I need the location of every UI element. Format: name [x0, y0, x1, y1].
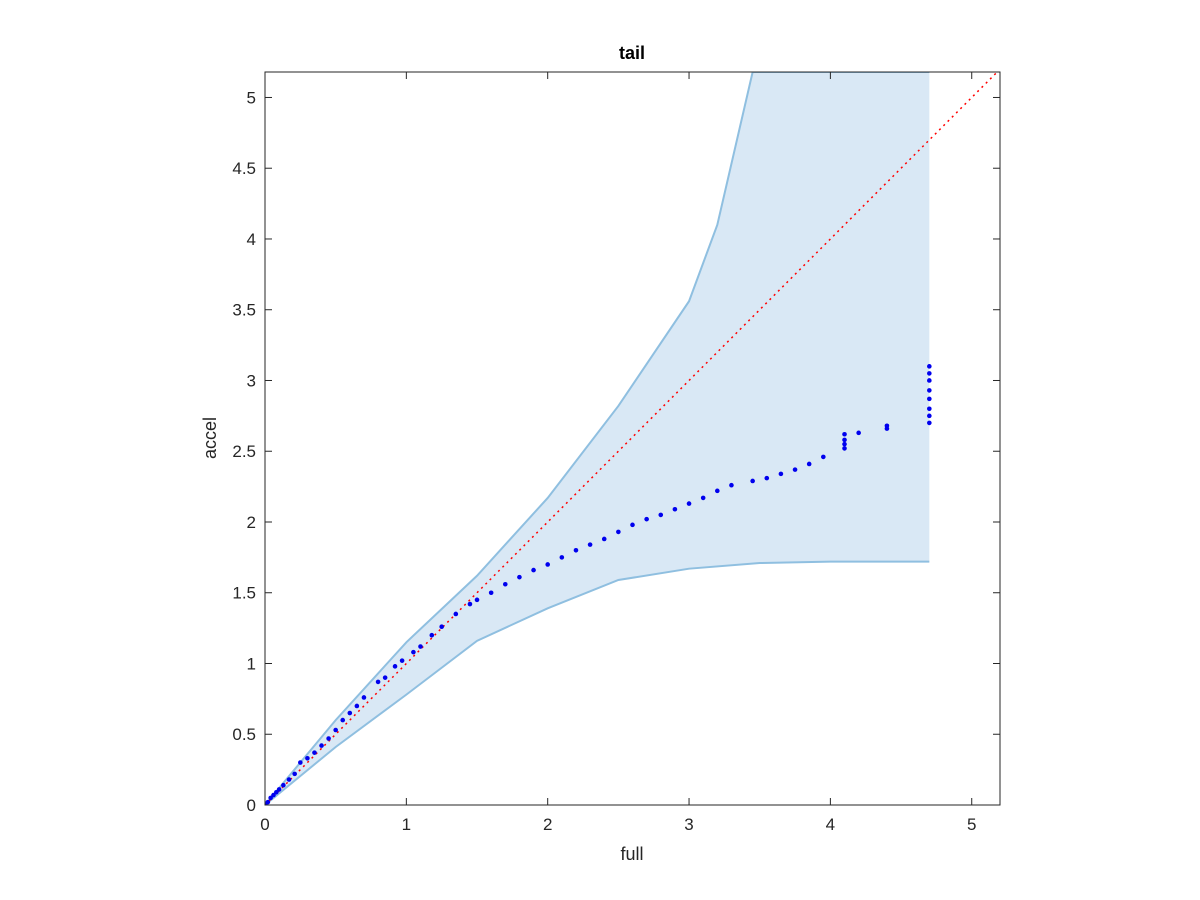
point: [429, 632, 435, 638]
point: [856, 430, 861, 436]
point: [927, 413, 932, 419]
point: [842, 441, 847, 447]
point: [312, 750, 317, 755]
point: [729, 482, 734, 488]
point: [517, 574, 522, 580]
point: [265, 802, 268, 805]
point: [686, 501, 692, 506]
y-tick-label: 3.5: [232, 301, 256, 320]
point: [531, 567, 536, 573]
y-tick-label: 1: [247, 654, 256, 673]
point: [333, 727, 338, 733]
point: [375, 679, 381, 685]
band-upper: [265, 72, 930, 805]
x-tick-label: 2: [543, 815, 552, 834]
point: [842, 431, 847, 437]
x-tick-label: 0: [260, 815, 269, 834]
point: [382, 675, 388, 680]
point: [467, 601, 473, 607]
confidence-band: [265, 72, 930, 805]
point: [411, 649, 416, 655]
point: [361, 695, 367, 700]
point: [630, 522, 635, 528]
point: [573, 547, 579, 553]
point: [474, 597, 480, 603]
point: [502, 581, 508, 587]
x-axis-label: full: [620, 844, 643, 864]
point: [292, 771, 297, 777]
point: [927, 371, 932, 376]
y-tick-label: 4: [247, 230, 256, 249]
point: [559, 555, 565, 560]
point: [392, 664, 398, 669]
y-tick-label: 4.5: [232, 159, 256, 178]
point: [319, 743, 324, 748]
point: [658, 512, 664, 518]
axes-box: [264, 71, 1001, 806]
point: [842, 446, 847, 451]
y-tick-label: 3: [247, 371, 256, 390]
point: [927, 406, 932, 412]
x-tick-label: 1: [402, 815, 411, 834]
point: [778, 471, 784, 477]
band-lower: [265, 560, 930, 805]
point: [276, 787, 282, 792]
point: [488, 590, 494, 596]
point: [354, 703, 360, 709]
y-tick-label: 5: [247, 88, 256, 107]
x-tick-label: 4: [826, 815, 835, 834]
point: [439, 624, 444, 630]
point: [616, 529, 621, 535]
point: [453, 611, 459, 617]
y-tick-label: 2: [247, 513, 256, 532]
point: [927, 420, 932, 426]
point: [326, 736, 331, 741]
point: [672, 506, 678, 512]
y-tick-label: 0: [247, 796, 256, 815]
point: [927, 396, 932, 402]
point: [281, 782, 286, 788]
point: [927, 364, 932, 369]
point: [545, 562, 550, 567]
axes: 0 1 2 3 4 5 0 0.5 1 1.5 2 2.5 3 3.5 4 4.5 5: [232, 72, 1000, 834]
point: [806, 461, 812, 467]
point: [927, 388, 932, 393]
plot-area: [265, 72, 998, 805]
point: [340, 717, 346, 723]
point: [265, 799, 271, 805]
point: [884, 423, 890, 429]
chart-title: tail: [619, 43, 645, 63]
y-tick-label: 1.5: [232, 584, 256, 603]
point: [644, 516, 649, 522]
point: [764, 475, 770, 481]
point: [298, 760, 303, 765]
point: [715, 488, 720, 494]
point: [274, 789, 279, 795]
point: [927, 378, 932, 383]
point: [347, 710, 353, 716]
y-axis-label: accel: [200, 417, 220, 459]
x-tick-label: 5: [967, 815, 976, 834]
point: [821, 454, 826, 460]
point: [286, 777, 292, 782]
point: [305, 756, 310, 761]
point: [700, 495, 706, 501]
point: [271, 792, 276, 798]
y-tick-label: 2.5: [232, 442, 256, 461]
point: [842, 437, 847, 443]
point: [268, 795, 273, 801]
point: [792, 467, 798, 472]
point: [750, 478, 755, 484]
point: [587, 542, 593, 547]
point: [399, 658, 405, 663]
point: [418, 644, 423, 649]
y-tick-label: 0.5: [232, 725, 256, 744]
x-tick-label: 3: [684, 815, 693, 834]
point: [601, 536, 607, 542]
